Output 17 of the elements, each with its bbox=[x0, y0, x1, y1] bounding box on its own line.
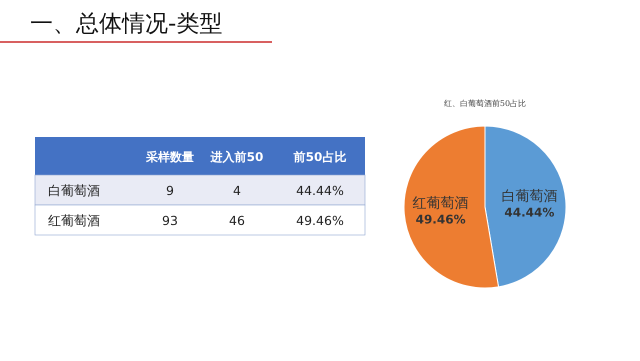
chart-title: 红、白葡萄酒前50占比 bbox=[444, 99, 526, 108]
text: 9 bbox=[166, 183, 174, 198]
data-label: 44.44% bbox=[504, 205, 554, 220]
category-label: 进入前50 bbox=[210, 150, 264, 164]
text: 46 bbox=[229, 213, 245, 228]
slice-label: 红葡萄酒 bbox=[412, 196, 469, 212]
data-label: 49.46% bbox=[416, 212, 466, 227]
text: 一、总体情况-类型 bbox=[30, 11, 222, 37]
text: 4 bbox=[233, 183, 241, 198]
text: 49.46% bbox=[296, 213, 344, 228]
category-label: 红葡萄酒 bbox=[48, 214, 100, 229]
text: 44.44% bbox=[296, 183, 344, 198]
category-label: 前50占比 bbox=[292, 150, 346, 164]
category-label: 采样数量 bbox=[145, 150, 194, 164]
category-label: 白葡萄酒 bbox=[48, 184, 100, 199]
slice-label: 白葡萄酒 bbox=[501, 188, 558, 204]
text: 93 bbox=[162, 213, 178, 228]
